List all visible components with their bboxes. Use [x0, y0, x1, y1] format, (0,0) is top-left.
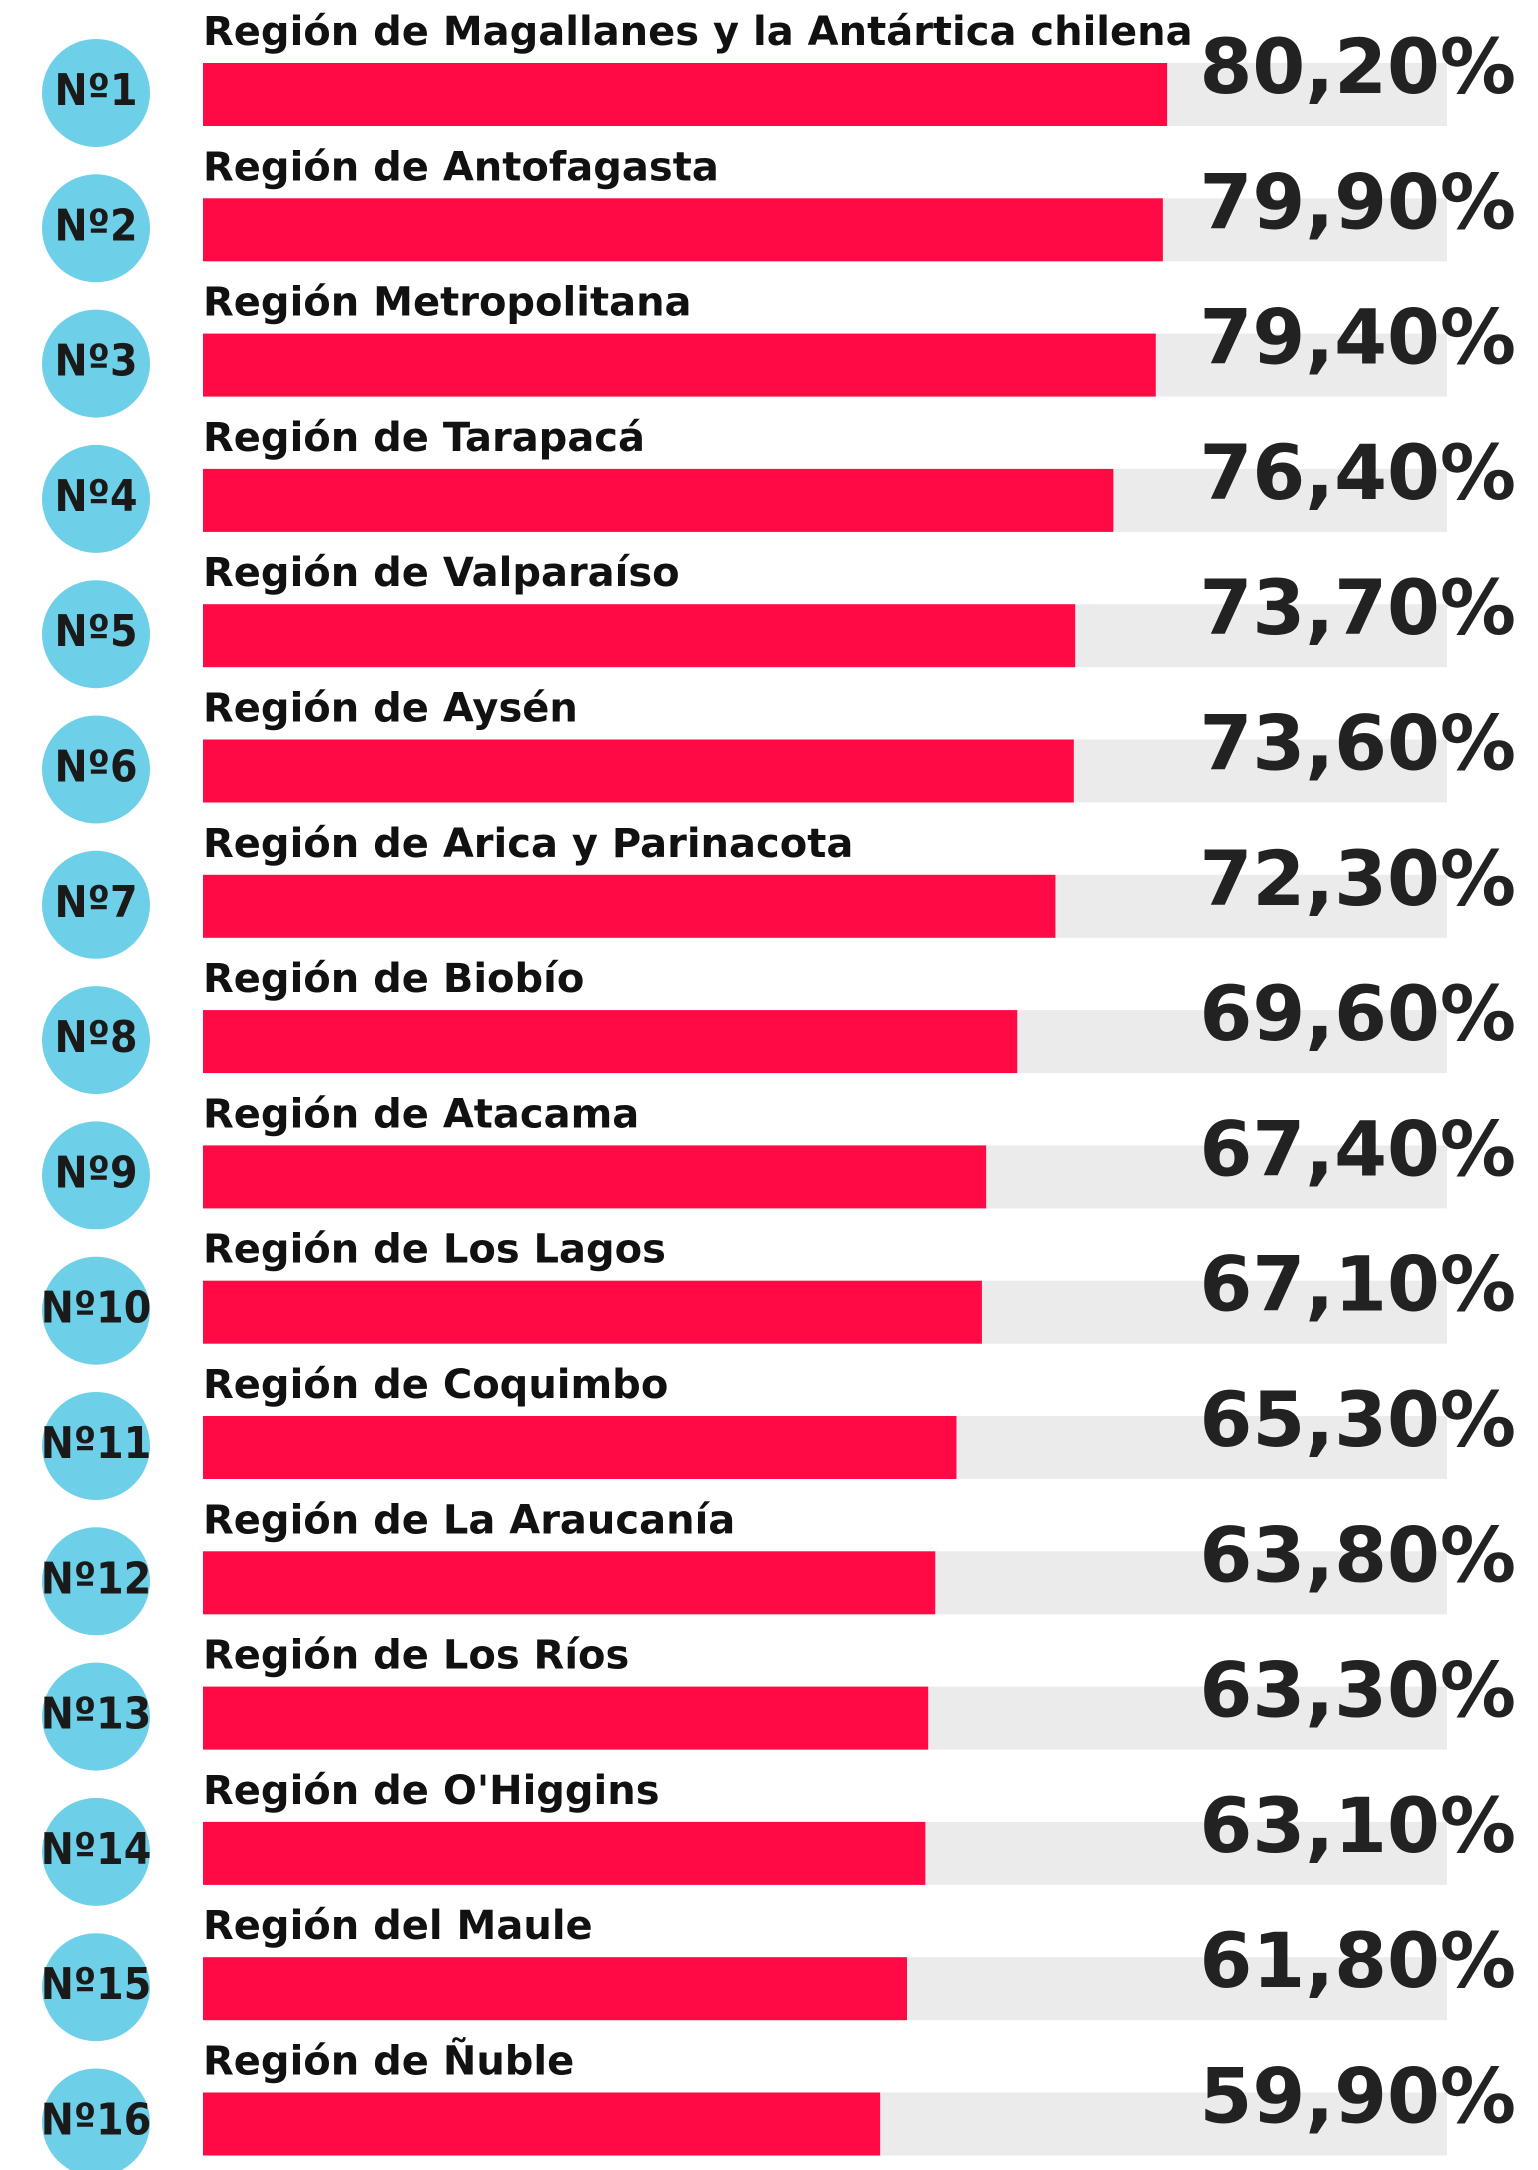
- rank-badge: [42, 715, 150, 824]
- bar: [203, 1010, 1018, 1074]
- rank-label: Nº16: [41, 2095, 152, 2146]
- rank-badge: [42, 174, 150, 283]
- rank-badge: [42, 580, 150, 689]
- rank-badge: [42, 1527, 150, 1636]
- value-label: 73,60%: [1199, 698, 1516, 787]
- category-label: Región de Biobío: [203, 956, 584, 1002]
- value-label: 73,70%: [1199, 563, 1516, 652]
- rank-label: Nº5: [55, 606, 138, 657]
- value-label: 63,30%: [1199, 1646, 1516, 1735]
- bar: [203, 2092, 881, 2156]
- value-label: 67,10%: [1199, 1240, 1516, 1329]
- value-label: 67,40%: [1199, 1104, 1516, 1193]
- rank-label: Nº10: [41, 1283, 152, 1334]
- rank-badge: [42, 309, 150, 418]
- value-label: 79,90%: [1199, 157, 1516, 246]
- value-label: 79,40%: [1199, 293, 1516, 382]
- bar: [203, 468, 1114, 532]
- category-label: Región de Magallanes y la Antártica chil…: [203, 9, 1193, 55]
- rank-label: Nº9: [55, 1147, 138, 1198]
- bar: [203, 874, 1056, 938]
- rank-badge: [42, 1662, 150, 1771]
- category-label: Región de Ñuble: [203, 2037, 574, 2085]
- value-label: 63,80%: [1199, 1510, 1516, 1599]
- value-label: 72,30%: [1199, 834, 1516, 923]
- bar: [203, 198, 1163, 262]
- category-label: Región de Valparaíso: [203, 550, 680, 596]
- bar: [203, 1821, 926, 1885]
- category-label: Región de Arica y Parinacota: [203, 821, 853, 867]
- value-label: 65,30%: [1199, 1375, 1516, 1464]
- bar: [203, 1145, 987, 1209]
- rank-badge: [42, 1121, 150, 1230]
- category-label: Región de Atacama: [203, 1091, 639, 1137]
- category-label: Región de Los Ríos: [203, 1633, 629, 1679]
- category-label: Región de Antofagasta: [203, 144, 719, 190]
- category-label: Región de Tarapacá: [203, 415, 645, 461]
- rank-label: Nº14: [41, 1824, 152, 1875]
- rank-label: Nº8: [55, 1012, 138, 1063]
- rank-badge: [42, 1933, 150, 2042]
- rank-label: Nº1: [55, 65, 138, 116]
- rank-label: Nº2: [55, 200, 138, 251]
- bar: [203, 1416, 957, 1479]
- rank-label: Nº6: [55, 742, 138, 793]
- rank-badge: [42, 986, 150, 1095]
- rank-badge: [42, 2068, 150, 2170]
- rank-label: Nº11: [41, 1418, 152, 1469]
- category-label: Región de La Araucanía: [203, 1497, 735, 1543]
- rank-badge: [42, 1256, 150, 1365]
- category-label: Región de Aysén: [203, 686, 578, 732]
- rank-badge: [42, 850, 150, 959]
- rank-label: Nº7: [55, 877, 138, 928]
- bar: [203, 1957, 907, 2021]
- bar: [203, 739, 1074, 803]
- rank-badge: [42, 444, 150, 553]
- rank-badge: [42, 1392, 150, 1500]
- value-label: 61,80%: [1199, 1916, 1516, 2005]
- value-label: 63,10%: [1199, 1781, 1516, 1870]
- category-label: Región de Coquimbo: [203, 1362, 668, 1408]
- rank-label: Nº3: [55, 336, 138, 387]
- value-label: 59,90%: [1199, 2051, 1516, 2140]
- bar: [203, 1280, 982, 1344]
- category-label: Región de Los Lagos: [203, 1227, 666, 1273]
- bar: [203, 63, 1168, 126]
- bar: [203, 333, 1156, 397]
- rank-label: Nº4: [55, 471, 138, 522]
- rank-badge: [42, 39, 150, 147]
- category-label: Región del Maule: [203, 1903, 593, 1949]
- rank-label: Nº13: [41, 1689, 152, 1740]
- bar: [203, 604, 1076, 668]
- rank-label: Nº15: [41, 1959, 152, 2010]
- value-label: 76,40%: [1199, 428, 1516, 517]
- rank-badge: [42, 1797, 150, 1906]
- rank-label: Nº12: [41, 1553, 152, 1604]
- category-label: Región Metropolitana: [203, 280, 692, 326]
- value-label: 80,20%: [1199, 22, 1516, 111]
- bar: [203, 1686, 929, 1750]
- value-label: 69,60%: [1199, 969, 1516, 1058]
- category-label: Región de O'Higgins: [203, 1768, 660, 1814]
- bar: [203, 1551, 936, 1615]
